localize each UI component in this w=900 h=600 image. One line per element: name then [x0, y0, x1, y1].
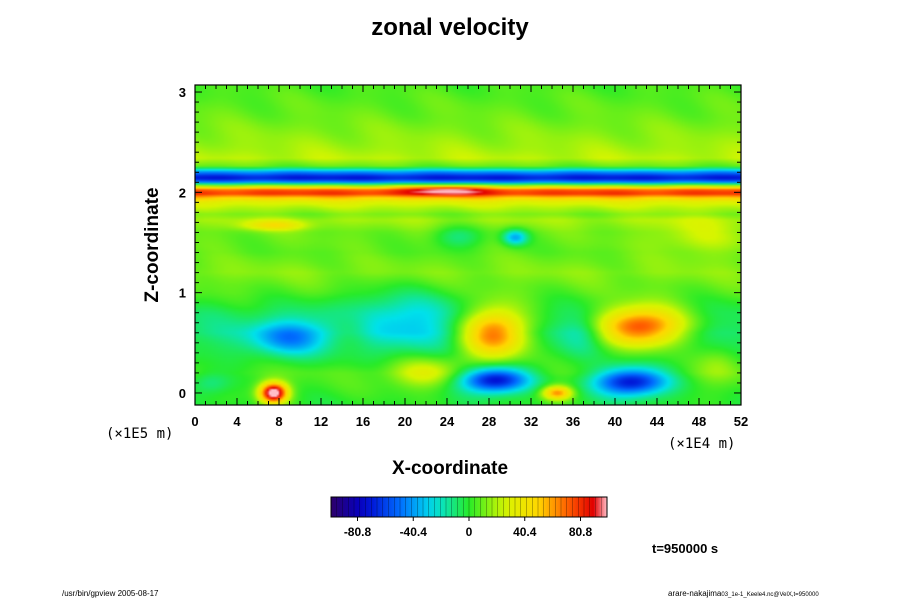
- x-tick-label: 20: [398, 414, 412, 429]
- x-tick-label: 4: [233, 414, 241, 429]
- x-axis-unit: (×1E4 m): [668, 436, 736, 452]
- x-tick-label: 16: [356, 414, 370, 429]
- chart-title: zonal velocity: [371, 14, 529, 41]
- colorbar: -80.8 -40.4 0 40.4 80.8: [330, 496, 608, 539]
- footer-author: arare-nakajima: [668, 589, 722, 598]
- x-tick-label: 12: [314, 414, 328, 429]
- footer-filename: 03_1e-1_Keele4.nc@VelX,t=950000: [721, 592, 819, 598]
- footer-file: arare-nakajima03_1e-1_Keele4.nc@VelX,t=9…: [668, 589, 819, 598]
- x-axis-label: X-coordinate: [391, 458, 509, 479]
- x-axis-ticks: 0 4 8 12 16 20 24 28 32 36 40 44 48 52: [191, 85, 748, 429]
- heatmap-field: [195, 85, 741, 405]
- x-tick-label: 44: [650, 414, 665, 429]
- x-tick-label: 0: [191, 414, 198, 429]
- heatmap-image: [195, 85, 741, 405]
- x-tick-label: 52: [734, 414, 748, 429]
- x-tick-label: 8: [275, 414, 282, 429]
- colorbar-tick-label: 0: [466, 525, 473, 539]
- time-label: t=950000 s: [652, 541, 719, 556]
- y-axis-unit: (×1E5 m): [106, 426, 174, 442]
- x-tick-label: 48: [692, 414, 706, 429]
- y-tick-label: 0: [179, 386, 186, 401]
- y-tick-label: 1: [179, 286, 186, 301]
- colorbar-tick-label: -80.8: [344, 525, 372, 539]
- x-tick-label: 36: [566, 414, 580, 429]
- y-tick-label: 2: [179, 185, 186, 200]
- x-tick-label: 40: [608, 414, 622, 429]
- x-tick-label: 28: [482, 414, 496, 429]
- x-tick-label: 24: [440, 414, 455, 429]
- colorbar-tick-label: -40.4: [400, 525, 428, 539]
- x-tick-label: 32: [524, 414, 538, 429]
- footer-command: /usr/bin/gpview 2005-08-17: [62, 589, 159, 598]
- y-tick-label: 3: [179, 85, 186, 100]
- colorbar-tick-label: 80.8: [569, 525, 593, 539]
- colorbar-tick-label: 40.4: [513, 525, 537, 539]
- y-axis-ticks: 0 1 2 3: [179, 85, 741, 401]
